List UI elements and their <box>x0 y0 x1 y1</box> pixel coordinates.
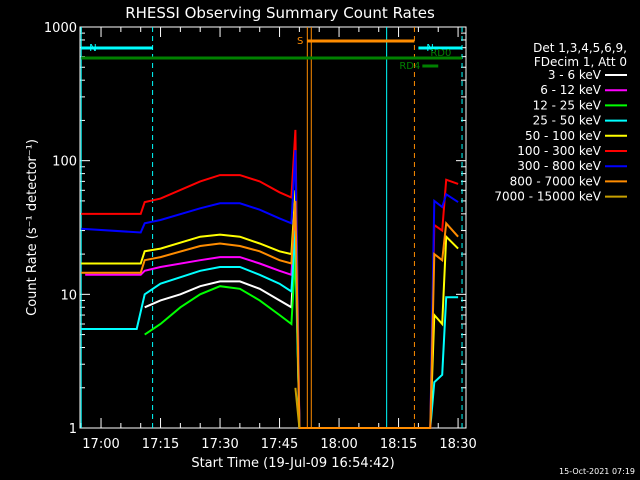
footer-timestamp: 15-Oct-2021 07:19 <box>559 467 635 476</box>
x-tick-label: 18:00 <box>320 437 357 452</box>
legend-entry-label: 25 - 50 keV <box>533 114 602 128</box>
legend-header: FDecim 1, Att 0 <box>534 55 627 69</box>
plot-frame <box>79 26 467 429</box>
x-tick-label: 17:00 <box>82 437 119 452</box>
legend-entry-label: 100 - 300 keV <box>517 144 601 158</box>
legend-entry-label: 3 - 6 keV <box>548 68 602 82</box>
series-line <box>81 129 459 429</box>
legend-entry-label: 50 - 100 keV <box>525 129 602 143</box>
legend-entry-label: 6 - 12 keV <box>540 83 602 97</box>
legend-entry-label: 300 - 800 keV <box>517 159 601 173</box>
y-tick-label: 100 <box>52 155 77 170</box>
series-line <box>81 190 459 429</box>
legend-entry-label: 12 - 25 keV <box>533 98 602 112</box>
x-tick-label: 18:15 <box>380 437 417 452</box>
chart-title: RHESSI Observing Summary Count Rates <box>125 4 435 22</box>
legend-entry-label: 800 - 7000 keV <box>510 174 602 188</box>
legend-entry-label: 7000 - 15000 keV <box>494 190 601 204</box>
flag-bar-label: N <box>426 43 433 54</box>
x-tick-label: 18:30 <box>439 437 476 452</box>
legend-header: Det 1,3,4,5,6,9, <box>533 41 627 55</box>
flag-bar-label: RD0 <box>430 48 451 59</box>
y-tick-label: 10 <box>60 288 77 303</box>
x-tick-label: 17:15 <box>142 437 179 452</box>
series-line <box>144 254 301 429</box>
y-tick-label: 1000 <box>44 21 77 36</box>
series-line <box>144 230 301 429</box>
series-line <box>294 387 301 429</box>
series-line <box>81 200 459 429</box>
flag-bar-label: RD4 <box>399 61 420 72</box>
y-tick-label: 1 <box>69 422 77 437</box>
flag-bar-label: N <box>89 43 96 54</box>
series-line <box>81 230 459 429</box>
y-axis-label: Count Rate (s⁻¹ detector⁻¹) <box>25 139 40 316</box>
x-tick-label: 17:30 <box>201 437 238 452</box>
x-axis-label: Start Time (19-Jul-09 16:54:42) <box>191 456 394 471</box>
flag-bar-label: S <box>297 36 303 47</box>
x-tick-label: 17:45 <box>261 437 298 452</box>
series-line <box>81 150 459 429</box>
